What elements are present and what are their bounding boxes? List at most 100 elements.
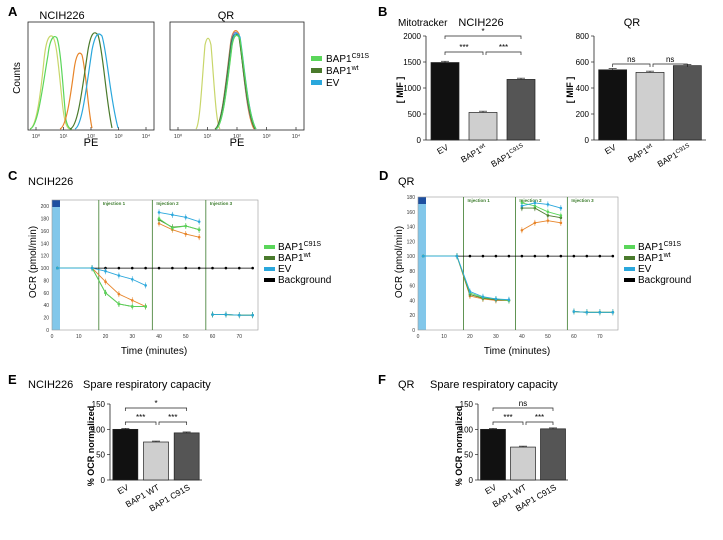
seahorse-qr-baseline-band [418,197,426,330]
seahorse-qr-title: QR [398,176,415,188]
mito-ncih226-y-tick-label: 1000 [403,84,421,93]
seahorse-qr-point-orange [559,221,563,225]
flow-qr-tick-label: 10¹ [204,134,212,140]
seahorse-ncih226-point-c91s [197,228,201,232]
seahorse-ncih226-point-c91s [171,226,174,230]
seahorse-ncih226-point-bg [197,266,201,270]
seahorse-qr-point-bg [611,254,615,258]
seahorse-ncih226-point-bg [144,266,147,270]
seahorse-ncih226-x-tick-label: 50 [183,334,189,340]
seahorse-qr-point-c91s [559,214,563,217]
flow-qr-histogram-yellow [195,37,221,130]
seahorse-qr-point-ev [520,204,524,208]
spare-ncih226-category-label: EV [116,482,131,496]
flow-ncih226-title: NCIH226 [39,10,84,22]
seahorse-qr-injection-label: Injection 3 [571,198,594,203]
seahorse-qr-point-bg [546,254,550,258]
spare-qr-sig-bracket [492,407,554,411]
spare-ncih226-y-tick-label: 100 [92,425,106,434]
spare-qr-sig-bracket [492,421,524,425]
spare-ncih226-y-tick-label: 150 [92,400,106,409]
seahorse-qr-point-bg [559,254,563,258]
flow-ncih226-histograms [29,32,119,130]
flow-histogram-wt [69,32,113,130]
flow-qr-histograms [195,30,257,130]
seahorse-ncih226-point-orange [157,222,161,225]
seahorse-qr-x-tick-label: 30 [493,334,499,340]
seahorse-ncih226-point-ev [144,284,147,287]
seahorse-ncih226-point-bg [184,266,188,270]
seahorse-qr-series-line-ev [573,311,613,313]
seahorse-ncih226-baseline-band-cap [52,200,60,207]
seahorse-ncih226-legend-swatch-wt [264,256,275,260]
seahorse-ncih226-x-tick-label: 0 [51,334,54,340]
seahorse-ncih226-point-orange [197,235,201,239]
mito-qr-y-tick-label: 200 [576,110,590,119]
flow-ncih226-tick-label: 10¹ [60,134,68,140]
seahorse-ncih226-point-bg [130,266,134,270]
seahorse-ncih226-point-c91s [104,291,107,295]
mito-ncih226-ylabel: [ MIF ] [395,77,405,104]
mito-ncih226-category-label: BAP1C91S [489,142,526,169]
seahorse-ncih226-x-tick-label: 10 [76,334,82,340]
seahorse-qr-y-tick-label: 180 [407,195,416,201]
spare-qr-y-tick-label: 100 [460,425,474,434]
seahorse-qr-point-ev [494,297,498,301]
seahorse-qr-legend-label-background: Background [638,275,691,286]
flow-qr-tick-label: 10² [233,134,241,140]
seahorse-ncih226-series-line-c91s [158,218,200,231]
mito-ncih226-sig-bracket [444,35,522,39]
seahorse-ncih226-point-orange [104,280,107,284]
seahorse-qr-point-ev [533,201,537,205]
seahorse-ncih226-legend-label-wt: BAP1wt [278,252,311,264]
seahorse-ncih226-x-tick-label: 60 [210,334,216,340]
seahorse-ncih226-point-bg [211,266,214,270]
flow-ncih226-xlabel: PE [84,137,99,149]
seahorse-qr-legend-swatch-c91s [624,245,635,249]
seahorse-qr-x-tick-label: 40 [519,334,525,340]
panel-letter-b: B [378,4,387,19]
mito-qr-category-label: BAP1wt [626,142,655,165]
mito-ncih226-bar [430,62,460,141]
mito-ncih226-y-tick-label: 1500 [403,58,421,67]
seahorse-ncih226-y-tick-label: 200 [41,204,50,210]
spare-qr-y-tick-label: 150 [460,400,474,409]
seahorse-qr-injection-label: Injection 1 [467,198,490,203]
legend-label-ev: EV [326,78,340,89]
seahorse-ncih226-chart: 0 20 40 60 80 100 120 140 160 180 200 0 10 20 30 40 50 60… [41,199,259,340]
spare-qr-sig-label: *** [503,413,512,422]
seahorse-qr-y-tick-label: 20 [409,313,415,319]
seahorse-qr-point-bg [507,254,511,258]
seahorse-ncih226-series-line-ev [57,267,146,286]
mito-qr-sig-bracket [612,63,651,67]
seahorse-qr-point-bg [572,254,576,258]
legend-swatch-c91s [311,56,322,61]
legend-swatch-ev [311,80,322,85]
spare-ncih226-bar [112,428,139,481]
spare-qr-sig-label: ns [519,399,527,408]
seahorse-qr-y-tick-label: 60 [409,284,415,290]
seahorse-ncih226-point-bg [157,266,161,270]
seahorse-qr-legend-label-wt: BAP1wt [638,252,671,264]
seahorse-qr-series-line-wt [423,255,509,301]
seahorse-qr-legend-swatch-wt [624,256,635,260]
mito-ncih226-sig-bracket [444,51,484,55]
panel-letter-d: D [379,168,388,183]
seahorse-qr-legend-swatch-ev [624,267,635,271]
seahorse-qr-point-ev [546,203,550,206]
spare-qr-bar [480,428,506,481]
spare-ncih226-sig-label: *** [168,413,177,422]
seahorse-qr-point-ev [421,254,425,258]
seahorse-qr-x-tick-label: 10 [441,334,447,340]
seahorse-qr-xlabel: Time (minutes) [484,346,550,357]
mito-ncih226-y-tick-label: 0 [417,136,422,145]
seahorse-ncih226-series-line-orange [158,223,200,238]
seahorse-qr-legend-label-ev: EV [638,264,652,275]
seahorse-qr-point-bg [481,254,485,258]
seahorse-qr-point-ev [611,310,615,314]
